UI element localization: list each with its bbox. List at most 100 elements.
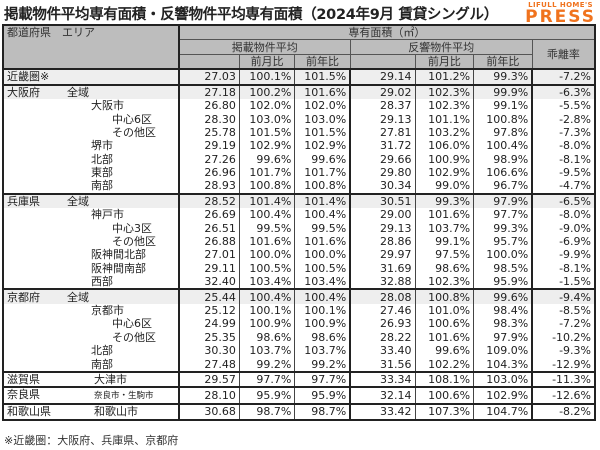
listed-area-cell: 29.19 <box>177 139 240 153</box>
area-label: 全域 <box>67 194 89 208</box>
listed-area-cell: 32.40 <box>177 275 240 290</box>
inquiry-mom-cell: 99.0% <box>414 179 474 194</box>
listed-area-cell: 27.18 <box>177 83 240 99</box>
inquiry-yoy-cell: 97.7% <box>473 208 533 222</box>
listed-yoy-cell: 101.6% <box>294 234 351 249</box>
listed-mom-cell: 100.4% <box>238 208 295 222</box>
inquiry-yoy-cell: 99.1% <box>473 98 533 113</box>
area-cell: 南部 <box>2 179 179 194</box>
area-label: 和歌山市 <box>94 405 138 419</box>
gap-rate-cell: -8.0% <box>531 208 596 222</box>
inquiry-area-cell: 29.13 <box>349 221 416 235</box>
listed-yoy-cell: 101.4% <box>294 192 351 209</box>
area-cell: 堺市 <box>2 139 179 153</box>
listed-area-cell: 25.35 <box>177 330 240 344</box>
listed-area-cell: 28.10 <box>177 386 240 405</box>
inquiry-area-cell: 27.81 <box>349 125 416 140</box>
gap-rate-cell: -8.5% <box>531 303 596 318</box>
area-cell: 中心6区 <box>2 317 179 331</box>
listed-area-cell: 28.30 <box>177 112 240 126</box>
listed-yoy-cell: 103.4% <box>294 275 351 290</box>
area-cell: 兵庫県 全域 <box>2 192 179 209</box>
listed-yoy-cell: 98.7% <box>294 403 351 421</box>
inquiry-yoy-cell: 100.0% <box>473 248 533 262</box>
gap-rate-cell: -1.5% <box>531 275 596 290</box>
listed-area-cell: 29.57 <box>177 370 240 388</box>
listed-yoy-cell: 101.7% <box>294 165 351 180</box>
listed-area-cell: 28.93 <box>177 179 240 194</box>
inquiry-yoy-cell: 103.0% <box>473 370 533 388</box>
listed-yoy-cell: 100.8% <box>294 179 351 194</box>
area-cell: 滋賀県 大津市 <box>2 370 179 388</box>
listed-mom-cell: 100.5% <box>238 261 295 276</box>
header-inquiry-mom: 前月比 <box>414 53 475 70</box>
inquiry-mom-cell: 102.9% <box>414 165 474 180</box>
listed-yoy-cell: 100.0% <box>294 248 351 262</box>
gap-rate-cell: -9.5% <box>531 165 596 180</box>
area-label: 中心6区 <box>112 317 152 331</box>
listed-mom-cell: 100.0% <box>238 248 295 262</box>
listed-yoy-cell: 102.9% <box>294 139 351 153</box>
area-label: 南部 <box>91 179 113 193</box>
listed-yoy-cell: 100.4% <box>294 208 351 222</box>
inquiry-area-cell: 27.46 <box>349 303 416 318</box>
area-label: 全域 <box>67 290 89 304</box>
area-table: 都道府県 エリア 専有面積（㎡） 掲載物件平均 反響物件平均 乖離率 前月比 前… <box>2 23 597 421</box>
area-label: その他区 <box>112 125 156 139</box>
inquiry-area-cell: 31.56 <box>349 357 416 372</box>
area-label: 中心6区 <box>112 112 152 126</box>
area-label: 北部 <box>91 152 113 166</box>
area-label: 東部 <box>91 166 113 180</box>
header-inquiry-yoy: 前年比 <box>473 53 533 70</box>
inquiry-area-cell: 29.66 <box>349 152 416 166</box>
table-row: 中心3区 26.51 99.5% 99.5% 29.13 103.7% 99.3% -9.0% <box>2 221 596 235</box>
table-row: 西部 32.40 103.4% 103.4% 32.88 102.3% 95.9% -1.5% <box>2 275 596 290</box>
inquiry-mom-cell: 99.1% <box>414 234 474 249</box>
inquiry-area-cell: 29.13 <box>349 112 416 126</box>
gap-rate-cell: -9.3% <box>531 343 596 358</box>
inquiry-yoy-cell: 106.6% <box>473 165 533 180</box>
inquiry-area-cell: 29.02 <box>349 83 416 99</box>
listed-area-cell: 27.03 <box>177 68 240 85</box>
listed-mom-cell: 103.7% <box>238 343 295 358</box>
table-row: 堺市 29.19 102.9% 102.9% 31.72 106.0% 100.4% -8.0… <box>2 139 596 153</box>
inquiry-area-cell: 33.34 <box>349 370 416 388</box>
table-row: 東部 26.96 101.7% 101.7% 29.80 102.9% 106.6% -9.5… <box>2 165 596 180</box>
prefecture-label: 和歌山県 <box>7 405 51 419</box>
listed-mom-cell: 100.4% <box>238 288 295 304</box>
listed-mom-cell: 101.6% <box>238 234 295 249</box>
area-label: 大阪市 <box>91 99 124 113</box>
area-label: 神戸市 <box>91 208 124 222</box>
inquiry-mom-cell: 101.1% <box>414 112 474 126</box>
table-row: 北部 27.26 99.6% 99.6% 29.66 100.9% 98.9% -8.1% <box>2 152 596 166</box>
table-row: 南部 27.48 99.2% 99.2% 31.56 102.2% 104.3% -12.9% <box>2 357 596 372</box>
listed-mom-cell: 102.9% <box>238 139 295 153</box>
gap-rate-cell: -4.7% <box>531 179 596 194</box>
listed-area-cell: 26.69 <box>177 208 240 222</box>
listed-mom-cell: 103.4% <box>238 275 295 290</box>
listed-yoy-cell: 100.1% <box>294 303 351 318</box>
inquiry-mom-cell: 99.6% <box>414 343 474 358</box>
listed-mom-cell: 100.1% <box>238 68 295 85</box>
gap-rate-cell: -6.9% <box>531 234 596 249</box>
inquiry-mom-cell: 102.2% <box>414 357 474 372</box>
inquiry-yoy-cell: 104.3% <box>473 357 533 372</box>
inquiry-yoy-cell: 98.3% <box>473 317 533 331</box>
listed-mom-cell: 101.5% <box>238 125 295 140</box>
area-label: 南部 <box>91 357 113 371</box>
inquiry-area-cell: 28.37 <box>349 98 416 113</box>
header-area: 都道府県 エリア <box>2 23 180 71</box>
listed-yoy-cell: 100.4% <box>294 288 351 304</box>
listed-area-cell: 29.11 <box>177 261 240 276</box>
area-label: 西部 <box>91 275 113 289</box>
inquiry-area-cell: 31.72 <box>349 139 416 153</box>
inquiry-yoy-cell: 97.8% <box>473 125 533 140</box>
inquiry-mom-cell: 103.2% <box>414 125 474 140</box>
inquiry-mom-cell: 102.3% <box>414 83 474 99</box>
table-row: 神戸市 26.69 100.4% 100.4% 29.00 101.6% 97.7% -8.0… <box>2 208 596 222</box>
area-label: 大津市 <box>94 372 127 386</box>
table-row: 北部 30.30 103.7% 103.7% 33.40 99.6% 109.0% -9.3% <box>2 343 596 358</box>
inquiry-area-cell: 30.51 <box>349 192 416 209</box>
inquiry-yoy-cell: 100.4% <box>473 139 533 153</box>
inquiry-mom-cell: 101.6% <box>414 208 474 222</box>
